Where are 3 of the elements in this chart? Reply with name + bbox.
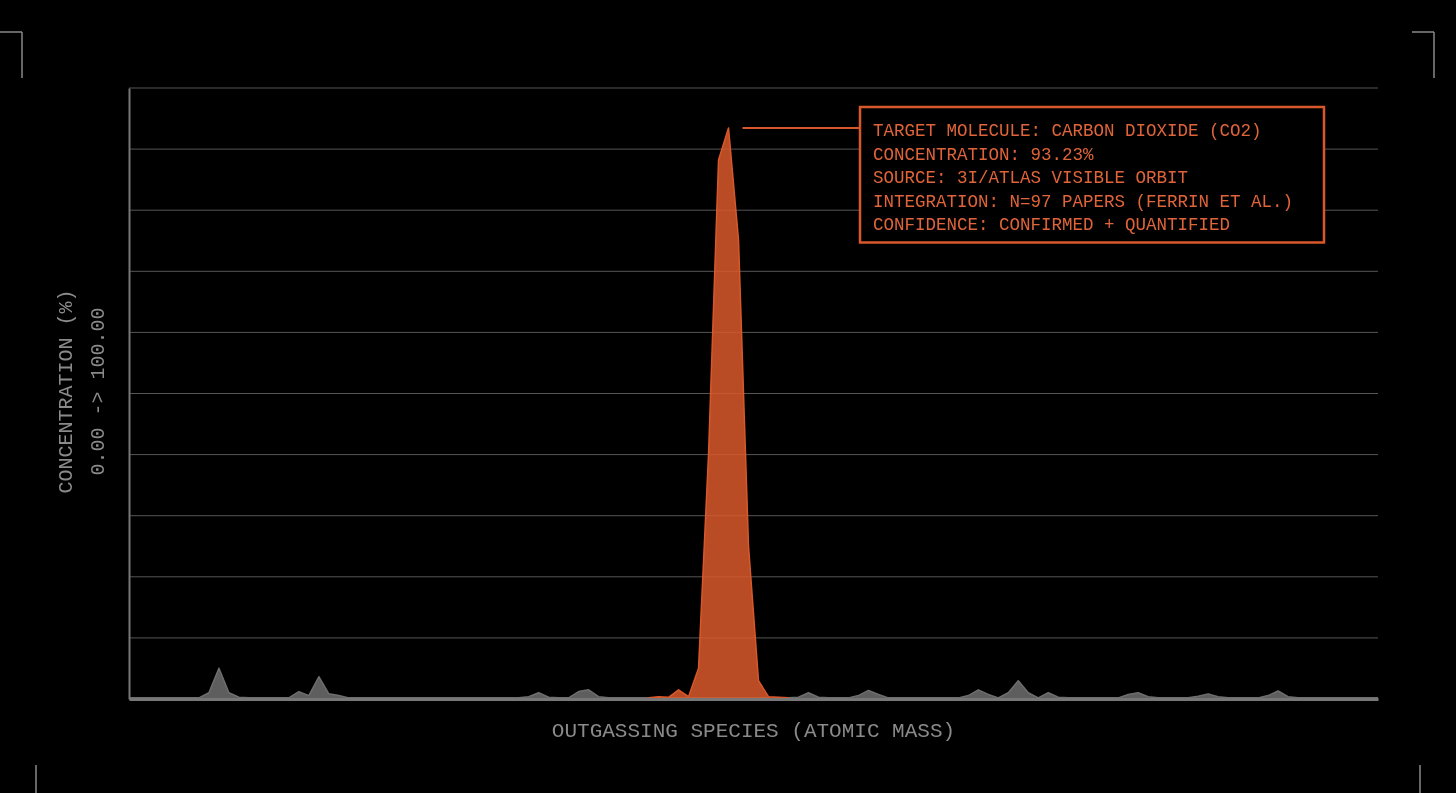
y-axis-title: CONCENTRATION (%) 0.00 -> 100.00 bbox=[55, 289, 110, 494]
annotation: TARGET MOLECULE: CARBON DIOXIDE (CO2) CONCENTRATION: 93.23% SOURCE: 3I/ATLAS VISIBLE ORBIT INTEGRATION: N=97 PAPERS (FERRIN ET AL.) CONFIDENCE: CONFIRMED + QUANTIFIED bbox=[873, 121, 1294, 235]
x-axis-title: OUTGASSING SPECIES (ATOMIC MASS) bbox=[551, 720, 956, 743]
